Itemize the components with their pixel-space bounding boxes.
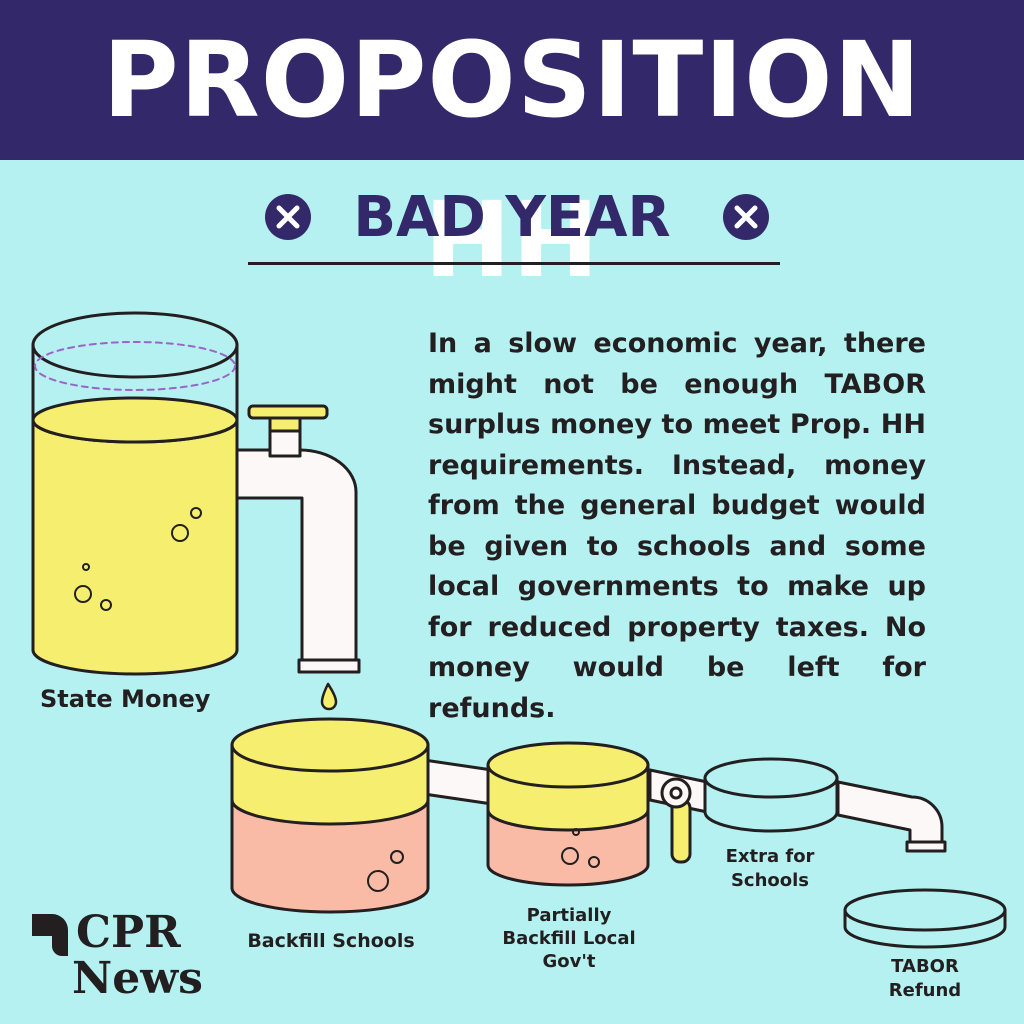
- pipe-1: [424, 760, 492, 804]
- cpr-logo-icon: [30, 912, 70, 958]
- tabor-refund-label: TABOR Refund: [860, 955, 990, 1003]
- pipe-3: [838, 782, 942, 844]
- backfill-schools-label: Backfill Schools: [236, 930, 426, 952]
- state-money-container: [33, 313, 237, 674]
- partial-local-gov-label: Partially Backfill Local Gov't: [488, 904, 650, 973]
- water-drop: [322, 684, 336, 709]
- faucet: [237, 406, 359, 672]
- tabor-refund-container: [845, 890, 1005, 947]
- partial-local-gov-container: [488, 743, 648, 885]
- extra-schools-label: Extra for Schools: [700, 845, 840, 893]
- logo-text-cpr: CPR: [76, 910, 181, 956]
- valve-handle: [662, 779, 690, 862]
- cpr-news-logo: CPR News: [30, 910, 220, 1010]
- backfill-schools-container: [232, 719, 428, 912]
- logo-text-news: News: [72, 956, 203, 1002]
- extra-schools-container: [705, 759, 837, 831]
- state-money-label: State Money: [40, 685, 230, 713]
